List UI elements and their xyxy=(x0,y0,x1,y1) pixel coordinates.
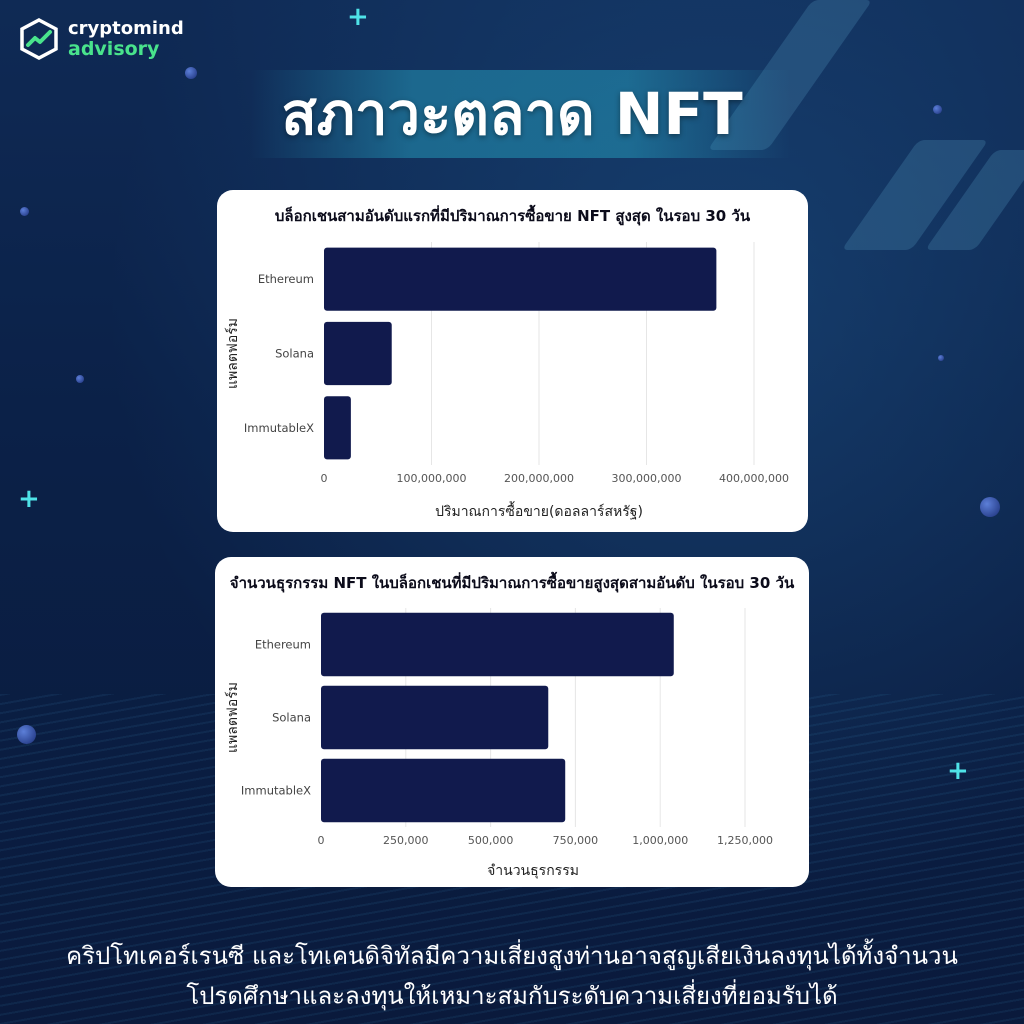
y-tick-label: Solana xyxy=(272,711,311,725)
y-tick-label: ImmutableX xyxy=(244,421,314,435)
bar-immutablex xyxy=(324,396,351,460)
title-band xyxy=(250,70,790,158)
bar-ethereum xyxy=(324,247,717,311)
logo-hexagon-icon xyxy=(20,18,58,60)
bar-solana xyxy=(321,685,549,750)
plus-icon: + xyxy=(347,2,369,32)
x-tick-label: 750,000 xyxy=(553,834,599,847)
x-tick-label: 250,000 xyxy=(383,834,429,847)
volume-bar-chart: 0 100,000,000 200,000,000 300,000,000 400,00… xyxy=(224,242,789,520)
brand-logo: cryptomind advisory xyxy=(18,18,184,60)
chart-card-volume: บล็อกเชนสามอันดับแรกที่มีปริมาณการซื้อขา… xyxy=(217,190,808,532)
dot xyxy=(185,67,197,79)
plus-icon: + xyxy=(18,484,40,514)
y-tick-label: Ethereum xyxy=(255,638,311,652)
brand-subtitle: advisory xyxy=(68,38,160,60)
x-axis-label: จำนวนธุรกรรม xyxy=(487,863,579,879)
dot xyxy=(17,725,36,744)
y-axis-label: แพลตฟอร์ม xyxy=(224,682,241,753)
chart-title: บล็อกเชนสามอันดับแรกที่มีปริมาณการซื้อขา… xyxy=(274,207,751,225)
brand-name: cryptomind xyxy=(68,18,184,39)
x-tick-label: 1,250,000 xyxy=(717,834,773,847)
x-tick-label: 0 xyxy=(321,472,328,485)
chart-card-transactions: จำนวนธุรกรรม NFT ในบล็อกเชนที่มีปริมาณกา… xyxy=(215,557,809,887)
x-tick-label: 1,000,000 xyxy=(632,834,688,847)
x-tick-label: 500,000 xyxy=(468,834,513,847)
x-tick-label: 100,000,000 xyxy=(397,472,467,485)
x-tick-label: 0 xyxy=(318,834,325,847)
y-tick-label: Solana xyxy=(275,347,314,361)
plus-icon: + xyxy=(947,756,969,786)
x-tick-label: 300,000,000 xyxy=(612,472,682,485)
x-tick-label: 400,000,000 xyxy=(719,472,789,485)
dot xyxy=(980,497,1000,517)
bar-immutablex xyxy=(321,758,566,823)
dot xyxy=(938,355,944,361)
dot xyxy=(20,207,29,216)
chart-title: จำนวนธุรกรรม NFT ในบล็อกเชนที่มีปริมาณกา… xyxy=(229,574,795,592)
bar-solana xyxy=(324,321,392,386)
disclaimer-line-1: คริปโทเคอร์เรนซี และโทเคนดิจิทัลมีความเส… xyxy=(66,942,958,970)
y-tick-label: ImmutableX xyxy=(241,784,311,798)
x-axis-label: ปริมาณการซื้อขาย(ดอลลาร์สหรัฐ) xyxy=(435,501,643,520)
page-title: สภาวะตลาด NFT xyxy=(281,80,743,148)
transactions-bar-chart: 0 250,000 500,000 750,000 1,000,000 1,250,000… xyxy=(224,608,773,879)
disclaimer-line-2: โปรดศึกษาและลงทุนให้เหมาะสมกับระดับความเ… xyxy=(186,982,838,1010)
dot xyxy=(76,375,84,383)
dot xyxy=(933,105,942,114)
x-tick-label: 200,000,000 xyxy=(504,472,574,485)
bar-ethereum xyxy=(321,612,674,677)
y-tick-label: Ethereum xyxy=(258,272,314,286)
y-axis-label: แพลตฟอร์ม xyxy=(224,318,241,389)
